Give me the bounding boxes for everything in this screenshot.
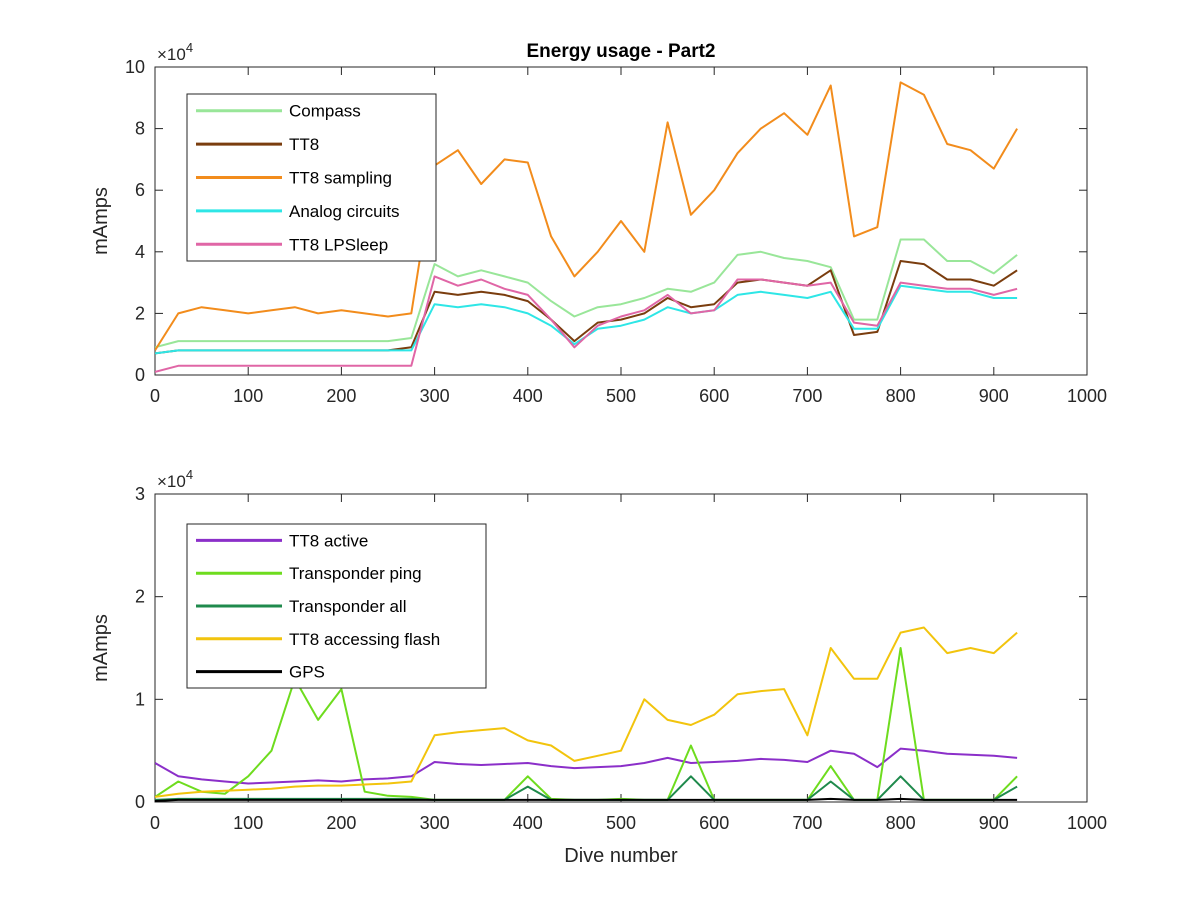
x-tick-label: 500 <box>606 813 636 833</box>
y-exponent-power: 4 <box>186 40 193 55</box>
y-tick-label: 8 <box>135 119 145 139</box>
series-line <box>155 81 1018 351</box>
x-axis-label: Dive number <box>564 845 678 867</box>
y-tick-label: 4 <box>135 242 145 262</box>
y-tick-label: 2 <box>135 587 145 607</box>
x-tick-label: 100 <box>233 386 263 406</box>
x-tick-label: 900 <box>979 813 1009 833</box>
x-tick-label: 500 <box>606 386 636 406</box>
x-tick-label: 1000 <box>1067 386 1107 406</box>
x-tick-label: 700 <box>792 386 822 406</box>
x-tick-label: 800 <box>886 386 916 406</box>
x-tick-label: 200 <box>326 386 356 406</box>
x-tick-label: 200 <box>326 813 356 833</box>
y-tick-label: 1 <box>135 689 145 709</box>
x-tick-label: 1000 <box>1067 813 1107 833</box>
series-line <box>155 797 1018 802</box>
top-panel: 0 100 200 300 400 500 600 700 800 900 10000246810×… <box>90 40 1107 406</box>
legend-label: TT8 LPSleep <box>289 235 388 254</box>
bottom-panel: 0 100 200 300 400 500 600 700 800 900 10000123×104… <box>90 467 1107 867</box>
y-exponent-power: 4 <box>186 467 193 482</box>
x-tick-label: 900 <box>979 386 1009 406</box>
series-line <box>155 275 1018 373</box>
x-tick-label: 0 <box>150 813 160 833</box>
x-tick-label: 100 <box>233 813 263 833</box>
legend-label: Transponder all <box>289 597 407 616</box>
y-axis-label: mAmps <box>90 614 112 682</box>
series-line <box>155 747 1018 785</box>
x-tick-label: 300 <box>420 813 450 833</box>
legend-label: GPS <box>289 663 325 682</box>
y-tick-label: 2 <box>135 303 145 323</box>
x-tick-label: 600 <box>699 813 729 833</box>
x-tick-label: 800 <box>886 813 916 833</box>
y-tick-label: 10 <box>125 57 145 77</box>
legend-label: TT8 <box>289 135 319 154</box>
legend-label: Analog circuits <box>289 202 400 221</box>
legend-label: TT8 sampling <box>289 169 392 188</box>
legend-label: Transponder ping <box>289 564 422 583</box>
chart-title: Energy usage - Part2 <box>526 41 715 62</box>
x-tick-label: 700 <box>792 813 822 833</box>
legend-label: TT8 accessing flash <box>289 630 440 649</box>
x-tick-label: 0 <box>150 386 160 406</box>
y-tick-label: 0 <box>135 792 145 812</box>
y-tick-label: 6 <box>135 180 145 200</box>
legend-label: TT8 active <box>289 531 368 550</box>
series-group <box>155 81 1018 373</box>
x-tick-label: 600 <box>699 386 729 406</box>
y-axis-label: mAmps <box>90 187 112 255</box>
y-tick-label: 3 <box>135 484 145 504</box>
y-tick-label: 0 <box>135 365 145 385</box>
x-tick-label: 400 <box>513 386 543 406</box>
x-tick-label: 400 <box>513 813 543 833</box>
x-tick-label: 300 <box>420 386 450 406</box>
series-line <box>155 238 1018 349</box>
series-line <box>155 626 1018 798</box>
legend-label: Compass <box>289 102 361 121</box>
